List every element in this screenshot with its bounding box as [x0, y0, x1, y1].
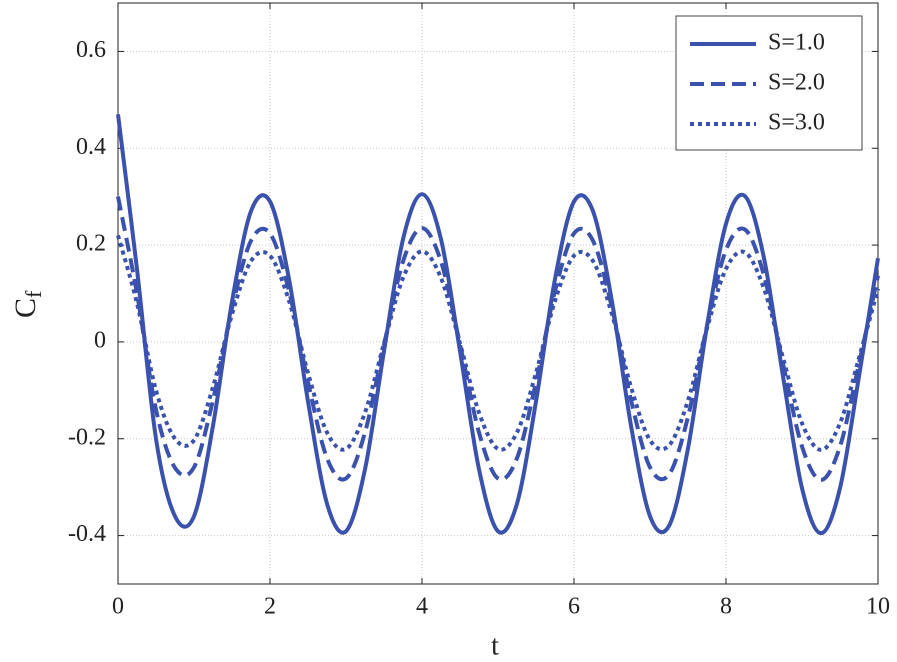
x-tick-label: 10 [866, 594, 890, 620]
y-axis-label-main: C [9, 298, 42, 318]
data-line [116, 196, 880, 482]
x-tick-label: 2 [264, 594, 276, 620]
x-tick-label: 6 [568, 594, 580, 620]
y-tick-label: 0.4 [76, 134, 106, 160]
y-axis-label-subscript: f [21, 290, 46, 298]
legend-label: S=1.0 [768, 30, 825, 56]
legend-label: S=3.0 [768, 110, 825, 136]
y-tick-label: -0.4 [68, 521, 106, 547]
x-axis-label: t [491, 630, 499, 661]
plot-frame [117, 2, 879, 585]
y-tick-label: 0 [94, 327, 106, 353]
y-tick-label: -0.2 [68, 424, 106, 450]
y-tick-label: 0.6 [76, 37, 106, 63]
data-line [116, 234, 880, 452]
x-tick-label: 4 [416, 594, 428, 620]
legend-box [675, 15, 863, 151]
data-line [116, 114, 880, 536]
legend-label: S=2.0 [768, 70, 825, 96]
y-tick-label: 0.2 [76, 231, 106, 257]
x-tick-label: 0 [112, 594, 124, 620]
y-axis-label: Cf [9, 290, 46, 318]
x-tick-label: 8 [720, 594, 732, 620]
